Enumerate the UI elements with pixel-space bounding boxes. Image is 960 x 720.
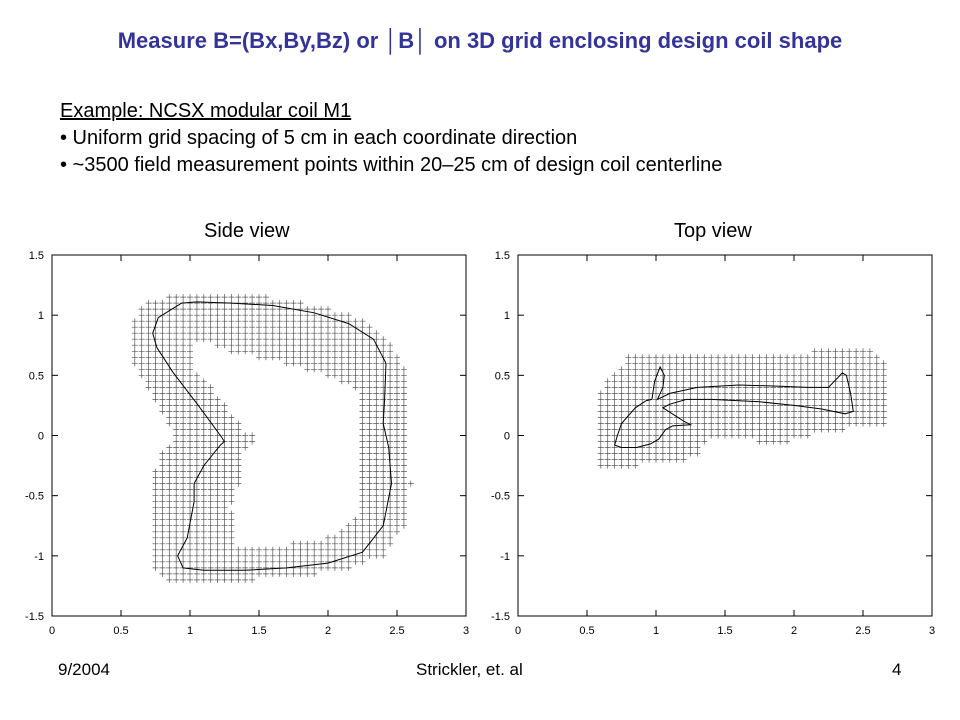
x-tick-label: 2 [791,625,797,637]
slide-title: Measure B=(Bx,By,Bz) or │B│ on 3D grid e… [117,28,843,53]
top-view-plot: 0 0.5 1 1.5 2 2.5 3 1.5 1 0.5 0 -0.5 -1 -1.5 [491,250,935,637]
footer-author: Strickler, et. al [416,660,523,679]
y-tick-label: -1 [34,551,44,563]
y-tick-label: 0 [38,431,44,443]
top-view-label: Top view [674,220,752,242]
y-tick-label: -0.5 [25,491,44,503]
x-tick-label: 3 [463,625,469,637]
measurement-grid-points [597,348,887,469]
side-view-label: Side view [204,220,290,242]
y-tick-label: -1 [500,551,510,563]
y-tick-label: 1.5 [495,250,510,262]
x-tick-label: 2.5 [855,625,870,637]
bullet-list: Example: NCSX modular coil M1 • Uniform … [60,98,722,179]
y-tick-label: 0.5 [495,370,510,382]
footer-page-number: 4 [892,660,902,679]
y-tick-label: -0.5 [491,491,510,503]
x-tick-label: 1 [653,625,659,637]
coil-centerline [614,365,854,448]
y-tick-label: -1.5 [25,611,44,623]
x-tick-label: 0 [515,625,521,637]
x-tick-label: 0 [49,625,55,637]
y-tick-label: 0 [504,431,510,443]
coil-centerline [152,301,393,571]
y-tick-label: 0.5 [29,370,44,382]
y-tick-label: 1 [504,310,510,322]
measurement-grid-points [131,294,414,583]
side-view-plot: 0 0.5 1 1.5 2 2.5 3 1.5 1 0.5 0 -0.5 -1 -1.5 [25,250,469,637]
x-tick-label: 2 [325,625,331,637]
x-tick-label: 0.5 [113,625,128,637]
x-tick-label: 1.5 [717,625,732,637]
x-tick-label: 3 [929,625,935,637]
y-tick-label: 1 [38,310,44,322]
bullet-grid-spacing: • Uniform grid spacing of 5 cm in each c… [60,127,578,149]
bullet-measurement-points: • ~3500 field measurement points within … [60,154,723,176]
x-tick-label: 1.5 [251,625,266,637]
y-tick-label: -1.5 [491,611,510,623]
x-tick-label: 1 [187,625,193,637]
x-tick-label: 2.5 [389,625,404,637]
footer-date: 9/2004 [58,660,110,679]
example-heading: Example: NCSX modular coil M1 [60,100,352,122]
x-tick-label: 0.5 [579,625,594,637]
y-tick-label: 1.5 [29,250,44,262]
